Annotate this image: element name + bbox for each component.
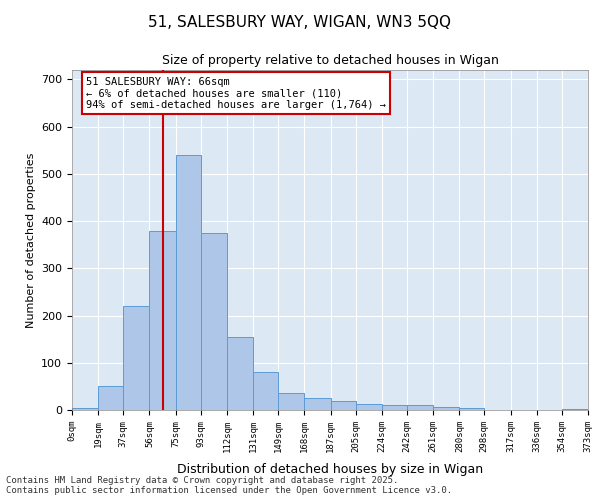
Bar: [331, 400, 356, 410]
Bar: [253, 372, 278, 410]
Bar: [149, 230, 176, 410]
Bar: [356, 404, 382, 410]
Bar: [176, 155, 200, 410]
Bar: [460, 408, 484, 410]
Text: Contains HM Land Registry data © Crown copyright and database right 2025.
Contai: Contains HM Land Registry data © Crown c…: [6, 476, 452, 495]
Bar: [562, 408, 588, 410]
Bar: [200, 233, 227, 410]
Bar: [433, 406, 460, 410]
Bar: [123, 306, 149, 410]
Text: 51 SALESBURY WAY: 66sqm
← 6% of detached houses are smaller (110)
94% of semi-de: 51 SALESBURY WAY: 66sqm ← 6% of detached…: [86, 76, 386, 110]
Bar: [382, 406, 407, 410]
Bar: [227, 337, 253, 410]
Bar: [304, 398, 331, 410]
Bar: [98, 386, 123, 410]
Bar: [278, 394, 304, 410]
Text: 51, SALESBURY WAY, WIGAN, WN3 5QQ: 51, SALESBURY WAY, WIGAN, WN3 5QQ: [149, 15, 452, 30]
Bar: [72, 408, 98, 410]
Y-axis label: Number of detached properties: Number of detached properties: [26, 152, 35, 328]
Bar: [407, 406, 433, 410]
X-axis label: Distribution of detached houses by size in Wigan: Distribution of detached houses by size …: [177, 463, 483, 476]
Title: Size of property relative to detached houses in Wigan: Size of property relative to detached ho…: [161, 54, 499, 68]
